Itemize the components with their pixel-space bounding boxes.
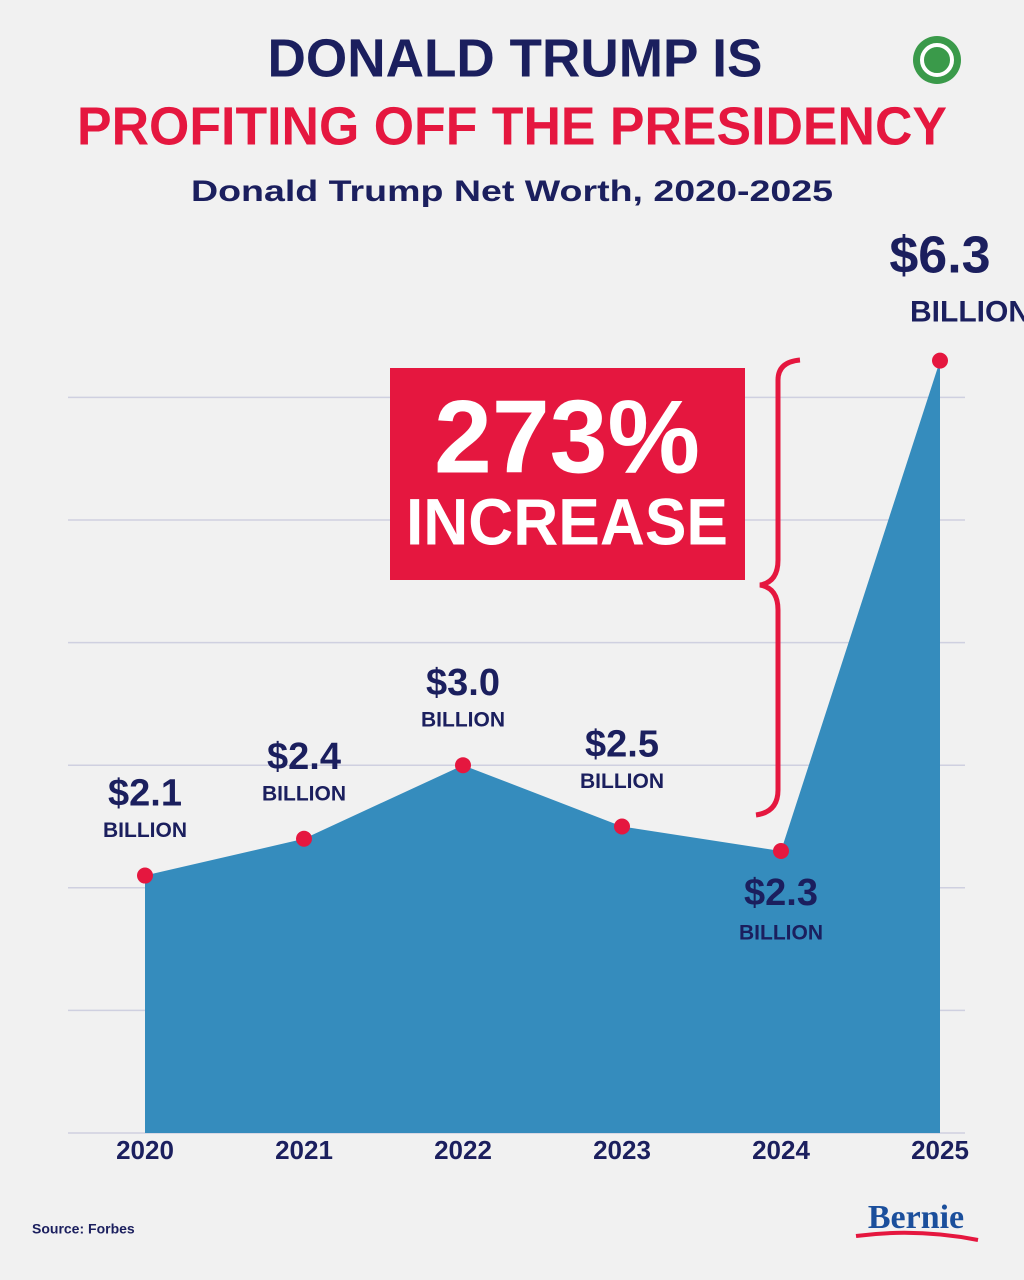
annotation-text: 273% [434, 379, 700, 495]
brace [755, 357, 801, 818]
chart-title: DONALD TRUMP IS [268, 28, 763, 88]
value-unit: BILLION [103, 819, 187, 842]
value-unit: BILLION [739, 922, 823, 945]
logo-mark [920, 43, 954, 77]
annotation-box [390, 368, 745, 580]
plot: 2020 $2.1 BILLION 2021 $2.4 BILLION 2022 $3.0 BI… [103, 226, 1024, 1165]
data-point [455, 757, 471, 774]
source: Source: Forbes [32, 1221, 135, 1237]
value-unit: BILLION [262, 782, 346, 805]
value-label: $2.4 [267, 736, 341, 778]
x-tick-label: 2023 [593, 1135, 651, 1165]
value-label: $2.3 [744, 872, 818, 914]
data-point [614, 818, 630, 835]
logo [913, 36, 961, 84]
annotation-text: INCREASE [406, 484, 728, 558]
x-tick-label: 2021 [275, 1135, 333, 1165]
x-tick-label: 2022 [434, 1135, 492, 1165]
x-tick-label: 2024 [752, 1135, 810, 1165]
value-unit: BILLION [580, 770, 664, 793]
value-label: $3.0 [426, 662, 500, 704]
x-tick-label: 2025 [911, 1135, 969, 1165]
data-point [932, 352, 948, 369]
value-label: $6.3 [889, 226, 990, 284]
value-unit: BILLION [421, 709, 505, 732]
data-point [137, 867, 153, 884]
brand: Bernie [868, 1199, 964, 1236]
brand-swoosh [855, 1230, 979, 1242]
chart-subtitle: Donald Trump Net Worth, 2020-2025 [191, 175, 833, 208]
data-point [296, 830, 312, 847]
data-point [773, 843, 789, 860]
value-label: $2.1 [108, 773, 182, 815]
value-label: $2.5 [585, 724, 659, 766]
area [145, 360, 940, 1133]
value-unit: BILLION [910, 296, 1024, 329]
chart-title-highlight: PROFITING OFF THE PRESIDENCY [77, 96, 947, 156]
x-tick-label: 2020 [116, 1135, 174, 1165]
